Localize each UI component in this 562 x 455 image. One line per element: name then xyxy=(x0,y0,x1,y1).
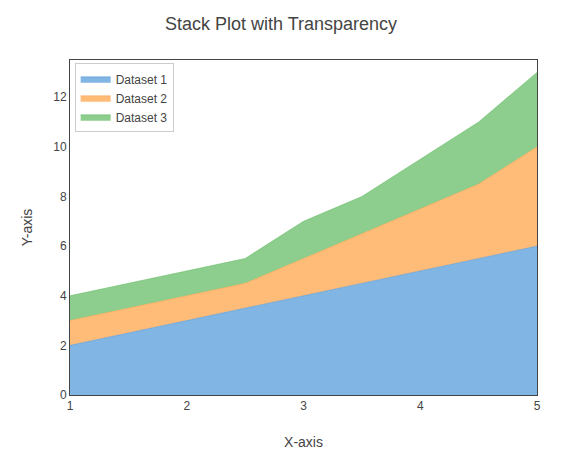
svg-text:Y-axis: Y-axis xyxy=(19,209,35,247)
svg-text:Dataset 1: Dataset 1 xyxy=(116,73,168,87)
svg-text:4: 4 xyxy=(60,289,67,303)
svg-text:Dataset 3: Dataset 3 xyxy=(116,111,168,125)
svg-text:6: 6 xyxy=(60,239,67,253)
svg-text:2: 2 xyxy=(183,399,190,413)
svg-text:8: 8 xyxy=(60,190,67,204)
svg-text:1: 1 xyxy=(67,399,74,413)
svg-text:0: 0 xyxy=(60,388,67,402)
svg-text:4: 4 xyxy=(417,399,424,413)
svg-text:X-axis: X-axis xyxy=(284,434,323,450)
svg-text:Dataset 2: Dataset 2 xyxy=(116,92,168,106)
svg-text:2: 2 xyxy=(60,339,67,353)
svg-text:12: 12 xyxy=(53,90,67,104)
svg-text:5: 5 xyxy=(534,399,541,413)
svg-text:Stack Plot with Transparency: Stack Plot with Transparency xyxy=(165,14,397,34)
svg-text:10: 10 xyxy=(53,140,67,154)
svg-text:3: 3 xyxy=(300,399,307,413)
